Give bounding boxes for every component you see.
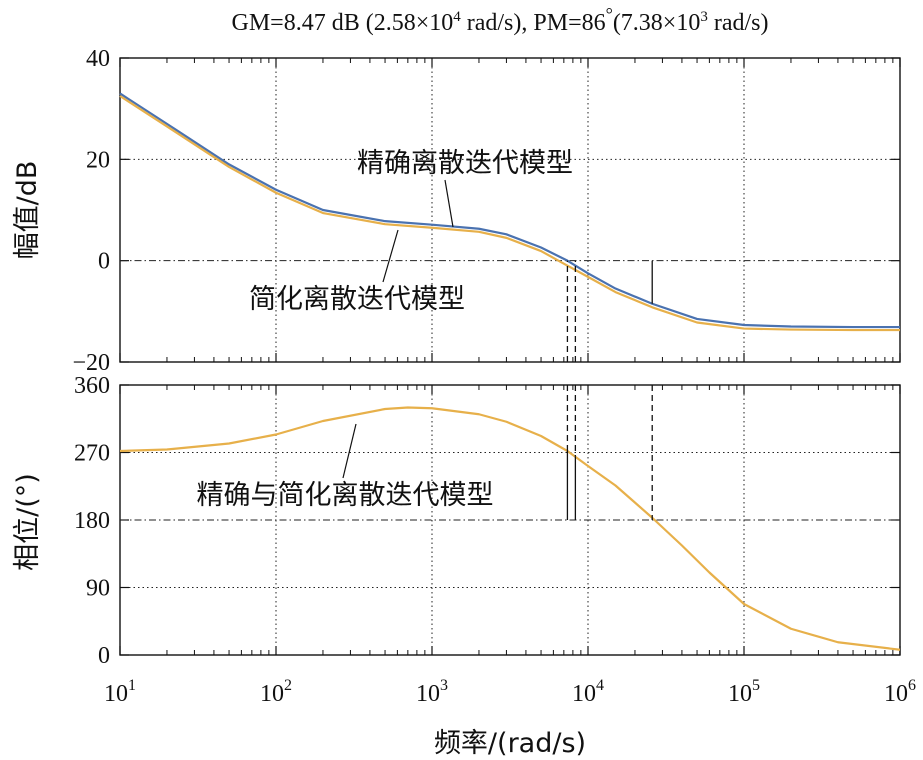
annotation-leader-both bbox=[342, 423, 357, 479]
phase-series-line-1 bbox=[119, 406, 901, 651]
mag-series-line-2 bbox=[119, 95, 900, 332]
mag-ytick-label: 20 bbox=[86, 147, 110, 173]
phase-ytick-label: 90 bbox=[86, 576, 110, 602]
phase-ytick-label: 360 bbox=[74, 373, 110, 399]
annotation-exact-model: 精确离散迭代模型 bbox=[357, 148, 573, 179]
magnitude-panel: −20 0 20 40 bbox=[72, 46, 901, 376]
x-axis-label: 频率/(rad/s) bbox=[434, 728, 586, 759]
mag-ytick-label: 0 bbox=[98, 249, 110, 275]
x-tick-label: 105 bbox=[728, 677, 760, 707]
phase-ytick-label: 0 bbox=[98, 643, 110, 669]
x-tick-label: 106 bbox=[884, 677, 916, 707]
x-tick-label: 104 bbox=[572, 677, 604, 707]
annotation-simplified-model: 简化离散迭代模型 bbox=[249, 284, 465, 315]
phase-ylabel: 相位/(°) bbox=[12, 473, 43, 571]
mag-frame bbox=[119, 57, 901, 363]
x-tick-label: 103 bbox=[416, 677, 448, 707]
mag-series-line-1 bbox=[119, 92, 900, 329]
annotation-leader-simplified bbox=[382, 229, 399, 283]
magnitude-ylabel: 幅值/dB bbox=[12, 161, 43, 260]
annotation-both-models: 精确与简化离散迭代模型 bbox=[197, 480, 494, 511]
x-tick-label: 101 bbox=[104, 677, 136, 707]
annotation-leader-exact bbox=[444, 179, 454, 228]
phase-ytick-label: 270 bbox=[74, 441, 110, 467]
mag-ytick-label: −20 bbox=[72, 350, 110, 376]
x-tick-label: 102 bbox=[260, 677, 292, 707]
chart-title: GM=8.47 dB (2.58×104 rad/s), PM=86°(7.38… bbox=[231, 4, 768, 36]
phase-ytick-label: 180 bbox=[74, 508, 110, 534]
phase-panel: 0 90 180 270 360 bbox=[74, 373, 901, 669]
mag-ytick-label: 40 bbox=[86, 46, 110, 72]
